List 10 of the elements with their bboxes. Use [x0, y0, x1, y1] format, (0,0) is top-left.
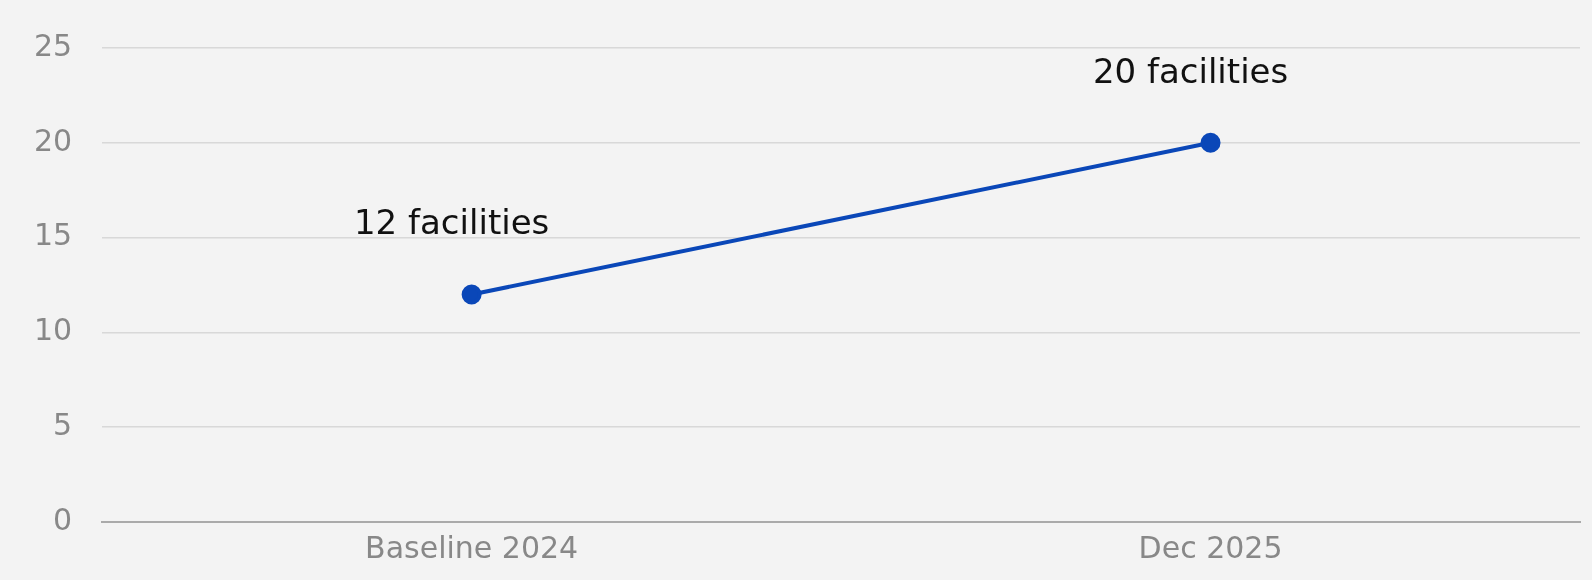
- x-tick-label: Baseline 2024: [365, 529, 579, 565]
- y-tick-label: 0: [53, 501, 73, 537]
- data-label: 20 facilities: [1092, 50, 1289, 91]
- y-tick-label: 5: [53, 407, 73, 442]
- data-label: 12 facilities: [353, 202, 550, 243]
- y-tick-label: 25: [33, 27, 73, 63]
- y-tick-label: 15: [33, 217, 73, 253]
- x-tick-label: Dec 2025: [1138, 529, 1283, 565]
- y-tick-label: 10: [33, 312, 73, 348]
- y-tick-label: 20: [33, 122, 73, 158]
